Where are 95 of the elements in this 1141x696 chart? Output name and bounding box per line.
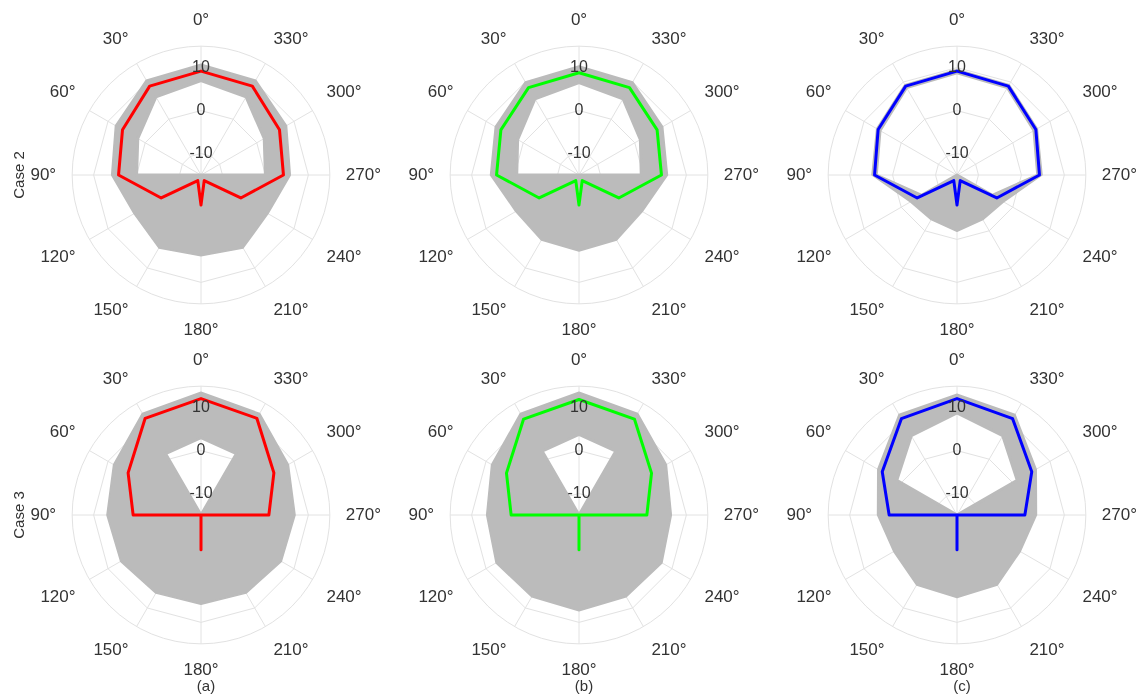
spoke-label: 90° [786,164,813,184]
spoke-label: 270° [723,504,760,524]
spoke-label: 180° [939,319,975,339]
spoke-label: 330° [651,369,687,389]
spoke-label: 300° [1082,82,1118,102]
spoke-label: 60° [427,82,454,102]
spoke-label: 180° [561,319,597,339]
spoke-label: 120° [796,247,832,267]
spoke-label: 270° [1101,504,1138,524]
y-tick-label: 0 [574,100,584,118]
y-tick-label: 0 [196,440,206,458]
spoke-label: 270° [345,164,382,184]
spoke-label: 30° [480,29,507,49]
spoke-label: 210° [651,640,687,660]
spoke-label: 90° [408,504,435,524]
spoke-label: 300° [1082,422,1118,442]
spoke-label: 0° [192,9,210,29]
y-tick-label: 0 [952,440,962,458]
spoke-label: 30° [858,29,885,49]
spoke-label: 180° [939,659,975,679]
spoke-label: 330° [273,369,309,389]
spoke-label: 270° [1101,164,1138,184]
spoke-label: 150° [471,640,507,660]
y-tick-label: 0 [574,440,584,458]
spoke-label: 120° [40,587,76,607]
spoke-label: 300° [326,422,362,442]
spoke-label: 150° [849,640,885,660]
spoke-label: 240° [1082,247,1118,267]
y-tick-label: -10 [945,483,969,501]
spoke-label: 150° [93,640,129,660]
text: Case 3 [9,490,27,541]
y-tick-label: 10 [948,58,966,76]
spoke-label: 240° [1082,587,1118,607]
spoke-label: 150° [93,300,129,320]
spoke-label: 330° [651,29,687,49]
spoke-label: 300° [326,82,362,102]
spoke-label: 330° [1029,29,1065,49]
spoke-label: 180° [183,659,219,679]
spoke-label: 180° [183,319,219,339]
spoke-label: 90° [786,504,813,524]
spoke-label: 120° [796,587,832,607]
spoke-label: 330° [1029,369,1065,389]
y-tick-label: 0 [952,100,962,118]
y-tick-label: -10 [567,483,591,501]
spoke-label: 30° [102,369,129,389]
spoke-label: 330° [273,29,309,49]
spoke-label: 30° [858,369,885,389]
y-tick-label: -10 [189,143,213,161]
y-tick-label: 10 [570,58,588,76]
spoke-label: 180° [561,659,597,679]
text: (b) [573,677,595,694]
y-tick-label: 10 [192,58,210,76]
spoke-label: 90° [30,164,57,184]
y-tick-label: -10 [189,483,213,501]
spoke-label: 270° [723,164,760,184]
spoke-label: 150° [471,300,507,320]
spoke-label: 210° [1029,640,1065,660]
spoke-label: 60° [805,422,832,442]
spoke-label: 120° [418,587,454,607]
spoke-label: 300° [704,422,740,442]
spoke-label: 0° [570,349,588,369]
spoke-label: 0° [192,349,210,369]
spoke-label: 30° [480,369,507,389]
spoke-label: 240° [704,247,740,267]
y-tick-label: 0 [196,100,206,118]
spoke-label: 270° [345,504,382,524]
y-tick-label: -10 [567,143,591,161]
spoke-label: 210° [273,300,309,320]
text: Case 2 [9,150,27,201]
spoke-label: 240° [326,247,362,267]
y-tick-label: -10 [945,143,969,161]
spoke-label: 120° [418,247,454,267]
spoke-label: 0° [948,9,966,29]
spoke-label: 240° [326,587,362,607]
y-tick-label: 10 [192,398,210,416]
text: (c) [952,677,972,694]
spoke-label: 90° [408,164,435,184]
text: (a) [195,677,217,694]
spoke-label: 210° [1029,300,1065,320]
spoke-label: 60° [49,422,76,442]
spoke-label: 60° [805,82,832,102]
spoke-label: 60° [427,422,454,442]
spoke-label: 300° [704,82,740,102]
spoke-label: 30° [102,29,129,49]
y-tick-label: 10 [570,398,588,416]
spoke-label: 0° [948,349,966,369]
spoke-label: 240° [704,587,740,607]
spoke-label: 210° [273,640,309,660]
spoke-label: 210° [651,300,687,320]
spoke-label: 120° [40,247,76,267]
spoke-label: 90° [30,504,57,524]
spoke-label: 0° [570,9,588,29]
y-tick-label: 10 [948,398,966,416]
spoke-label: 150° [849,300,885,320]
spoke-label: 60° [49,82,76,102]
